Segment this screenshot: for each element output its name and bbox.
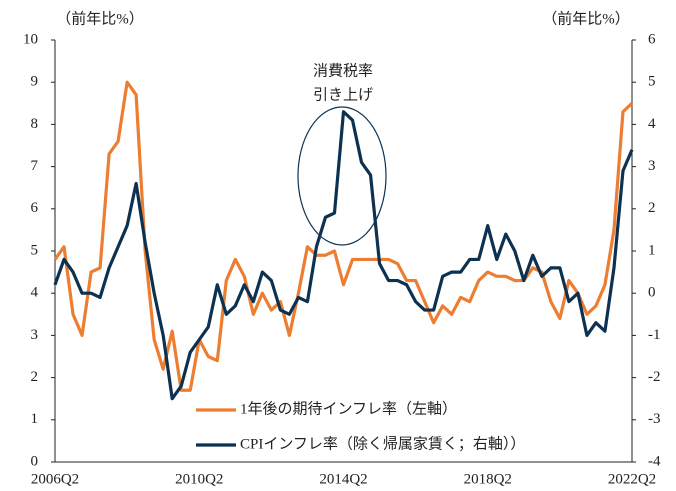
y-tick-label: 6 [31, 200, 39, 216]
legend-label: CPIインフレ率（除く帰属家賃く；右軸）） [240, 434, 525, 452]
y-tick-label: 3 [31, 327, 39, 343]
x-tick-label: 2010Q2 [175, 471, 223, 487]
y-tick-label: 5 [31, 242, 39, 258]
y2-axis-label: （前年比%） [542, 10, 630, 27]
annotation-ellipse [297, 106, 387, 246]
y-tick-label: 4 [31, 285, 39, 301]
y2-tick-label: 6 [648, 31, 656, 47]
y-tick-label: 8 [31, 116, 39, 132]
y-tick-label: 7 [31, 158, 39, 174]
x-tick-label: 2014Q2 [319, 471, 367, 487]
y-tick-label: 1 [31, 411, 39, 427]
y2-tick-label: 1 [648, 242, 656, 258]
series-line [53, 80, 634, 392]
y-tick-label: 2 [31, 369, 39, 385]
legend-label: 1年後の期待インフレ率（左軸） [240, 400, 457, 417]
y2-tick-label: 4 [648, 116, 656, 132]
x-tick-label: 2006Q2 [31, 471, 79, 487]
y2-tick-label: -2 [648, 369, 661, 385]
y2-tick-label: -4 [648, 453, 661, 469]
y2-tick-label: 2 [648, 200, 656, 216]
y-axis-label: （前年比%） [56, 10, 144, 27]
annotation: 引き上げ [313, 86, 373, 103]
x-tick-label: 2022Q2 [608, 471, 656, 487]
y2-tick-label: -1 [648, 327, 661, 343]
y2-tick-label: -3 [648, 411, 661, 427]
y2-tick-label: 5 [648, 74, 656, 90]
y-tick-label: 10 [23, 31, 38, 47]
y-tick-label: 0 [31, 453, 39, 469]
y2-tick-label: 3 [648, 158, 656, 174]
y2-tick-label: 0 [648, 285, 656, 301]
x-tick-label: 2018Q2 [464, 471, 512, 487]
series-line [53, 110, 634, 401]
legend-background [190, 396, 520, 424]
legend-background [190, 431, 520, 459]
y-tick-label: 9 [31, 74, 39, 90]
annotation: 消費税率 [313, 62, 373, 79]
